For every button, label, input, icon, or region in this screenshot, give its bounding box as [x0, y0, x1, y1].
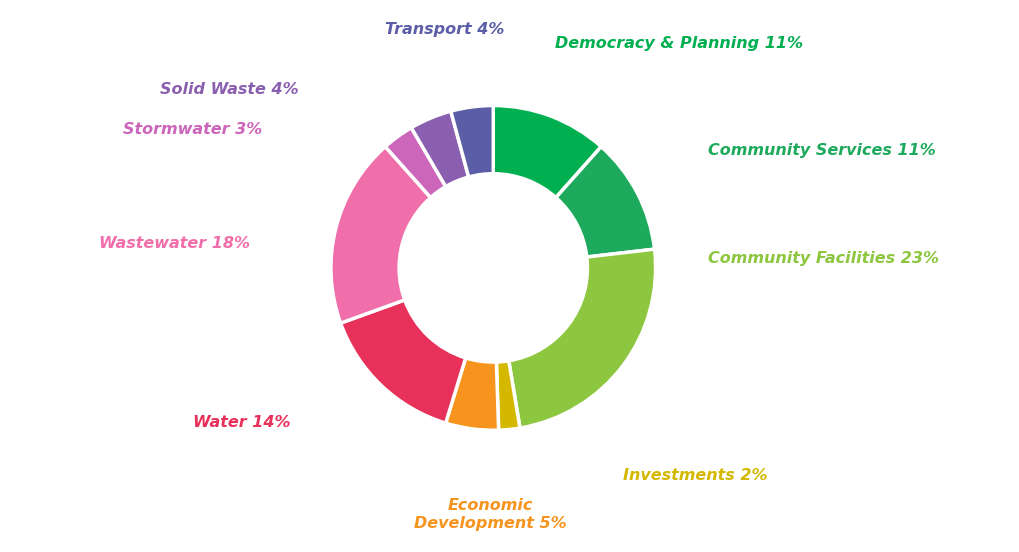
Text: Transport 4%: Transport 4%	[385, 22, 504, 38]
Text: Investments 2%: Investments 2%	[624, 468, 767, 483]
Wedge shape	[331, 147, 431, 323]
Wedge shape	[556, 147, 654, 257]
Text: Wastewater 18%: Wastewater 18%	[99, 236, 250, 251]
Text: Water 14%: Water 14%	[193, 415, 290, 429]
Wedge shape	[340, 300, 466, 423]
Text: Democracy & Planning 11%: Democracy & Planning 11%	[555, 36, 803, 51]
Wedge shape	[385, 128, 445, 198]
Wedge shape	[445, 358, 498, 430]
Wedge shape	[412, 111, 469, 187]
Wedge shape	[450, 105, 493, 177]
Text: Stormwater 3%: Stormwater 3%	[123, 123, 263, 137]
Text: Community Services 11%: Community Services 11%	[707, 144, 935, 158]
Wedge shape	[496, 361, 520, 430]
Wedge shape	[493, 105, 601, 198]
Wedge shape	[508, 249, 655, 428]
Text: Community Facilities 23%: Community Facilities 23%	[707, 251, 938, 266]
Text: Economic
Development 5%: Economic Development 5%	[414, 498, 567, 531]
Text: Solid Waste 4%: Solid Waste 4%	[160, 82, 299, 97]
